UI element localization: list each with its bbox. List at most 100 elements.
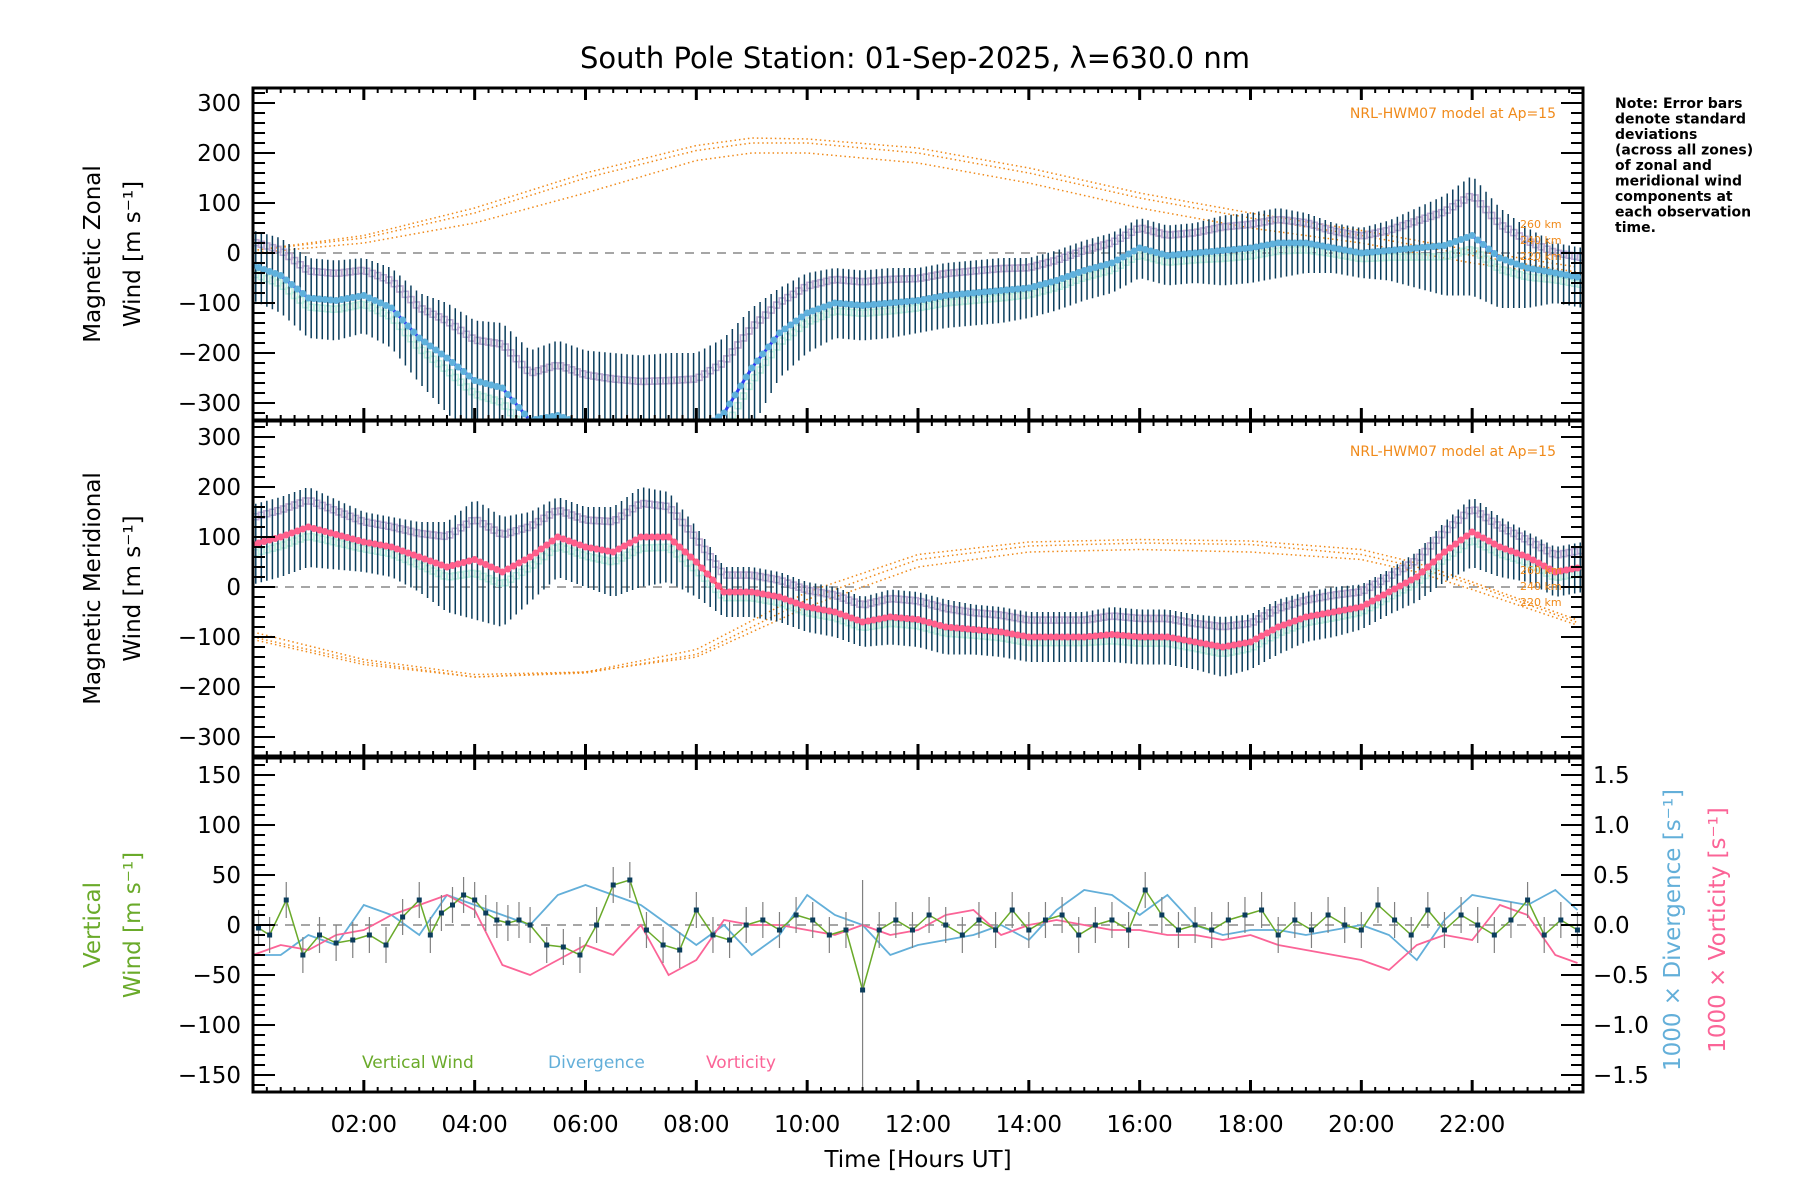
zone-marker — [685, 450, 691, 456]
mean-wind-point — [720, 588, 728, 596]
mean-wind-point — [548, 537, 556, 545]
vertical-wind-point — [1142, 887, 1148, 893]
mean-wind-point — [332, 531, 340, 538]
vertical-series — [253, 862, 1580, 1092]
mean-wind-point — [820, 606, 828, 614]
mean-wind-point — [759, 350, 767, 358]
vertical-wind-point — [1308, 927, 1314, 933]
zone-marker — [635, 450, 641, 456]
mean-wind-point — [920, 617, 928, 625]
mean-wind-point — [1075, 633, 1083, 641]
altitude-label: 260 km — [1520, 218, 1562, 231]
mean-wind-point — [1130, 633, 1138, 640]
mean-wind-point — [570, 539, 578, 547]
mean-wind-point — [814, 605, 822, 613]
mean-wind-point — [1191, 638, 1199, 646]
mean-wind-point — [1147, 633, 1155, 641]
mean-wind-point — [437, 561, 445, 569]
mean-wind-point — [509, 562, 517, 570]
legend-divergence: Divergence — [548, 1053, 645, 1073]
mean-wind-point — [759, 590, 767, 598]
zone-marker — [585, 440, 591, 446]
mean-wind-point — [1319, 610, 1327, 618]
mean-wind-point — [604, 547, 612, 555]
y2-tick-label: −0.5 — [1593, 963, 1649, 989]
zone-marker — [574, 436, 580, 442]
mean-wind-point — [498, 384, 506, 392]
mean-wind-point — [1296, 615, 1304, 623]
mean-wind-point — [1180, 250, 1188, 258]
vertical-wind-point — [283, 897, 289, 903]
mean-wind-point — [731, 391, 739, 399]
zone-marker — [552, 430, 558, 436]
mean-wind-point — [1174, 635, 1182, 643]
vertical-wind-point — [450, 902, 455, 908]
vertical-wind-point — [1076, 932, 1082, 938]
vertical-wind-point — [1525, 897, 1531, 903]
mean-wind-point — [992, 628, 1000, 635]
zone-marker — [685, 450, 691, 456]
zone-marker — [607, 447, 613, 453]
mean-wind-point — [681, 548, 689, 556]
mean-wind-point — [471, 556, 479, 563]
mean-wind-point — [1330, 244, 1338, 252]
mean-wind-point — [698, 426, 705, 433]
zone-marker — [646, 452, 652, 458]
mean-wind-point — [1202, 248, 1210, 256]
mean-wind-point — [382, 542, 390, 550]
mean-wind-point — [1440, 242, 1448, 249]
mean-wind-point — [310, 525, 318, 532]
mean-wind-point — [820, 303, 828, 311]
mean-wind-point — [1540, 267, 1548, 275]
mean-wind-point — [410, 551, 418, 559]
vertical-wind-point — [267, 932, 273, 938]
mean-wind-point — [432, 346, 440, 354]
mean-wind-point — [421, 555, 429, 563]
y-tick-label: −50 — [192, 963, 241, 989]
mean-wind-point — [1213, 247, 1221, 255]
mean-wind-point — [953, 291, 961, 298]
zone-marker — [535, 432, 541, 438]
mean-wind-point — [742, 588, 750, 596]
mean-wind-point — [1474, 236, 1482, 244]
plot-frame — [251, 419, 1585, 758]
y-tick-label: 300 — [197, 425, 241, 451]
mean-wind-point — [1474, 531, 1482, 539]
mean-wind-point — [886, 299, 894, 307]
zone-marker — [674, 452, 680, 458]
vertical-wind-point — [1242, 912, 1248, 918]
vertical-wind-point — [1225, 917, 1231, 923]
mean-wind-point — [1269, 240, 1277, 248]
mean-wind-point — [399, 316, 407, 324]
zonal-axes: 300 200 100 0 −100 −200 −300 — [178, 86, 1585, 422]
mean-wind-point — [460, 368, 468, 375]
mean-wind-point — [1413, 244, 1421, 252]
y-label-line: Wind [m s⁻¹] — [120, 181, 146, 327]
mean-wind-point — [1019, 632, 1027, 640]
mean-wind-point — [1274, 239, 1282, 247]
mean-wind-point — [914, 616, 922, 623]
zone-marker — [619, 449, 625, 455]
mean-wind-point — [975, 289, 983, 296]
altitude-label: 240 km — [1520, 580, 1562, 593]
zone-marker — [619, 449, 625, 455]
mean-wind-point — [504, 565, 512, 573]
mean-wind-point — [609, 548, 617, 556]
mean-wind-point — [631, 536, 639, 544]
mean-wind-point — [1069, 271, 1077, 278]
mean-wind-point — [853, 616, 861, 624]
mean-wind-point — [682, 432, 689, 439]
vertical-wind-point — [760, 917, 766, 923]
mean-wind-point — [1313, 241, 1321, 249]
mean-wind-point — [925, 619, 933, 626]
mean-wind-point — [421, 338, 429, 346]
mean-wind-point — [354, 293, 362, 300]
mean-wind-point — [515, 404, 523, 411]
mean-wind-point — [1352, 248, 1360, 256]
mean-wind-point — [792, 599, 800, 607]
mean-wind-point — [310, 295, 318, 302]
mean-wind-point — [1324, 243, 1332, 251]
y-label-line: Magnetic Meridional — [80, 472, 106, 705]
mean-wind-point — [1169, 251, 1177, 259]
